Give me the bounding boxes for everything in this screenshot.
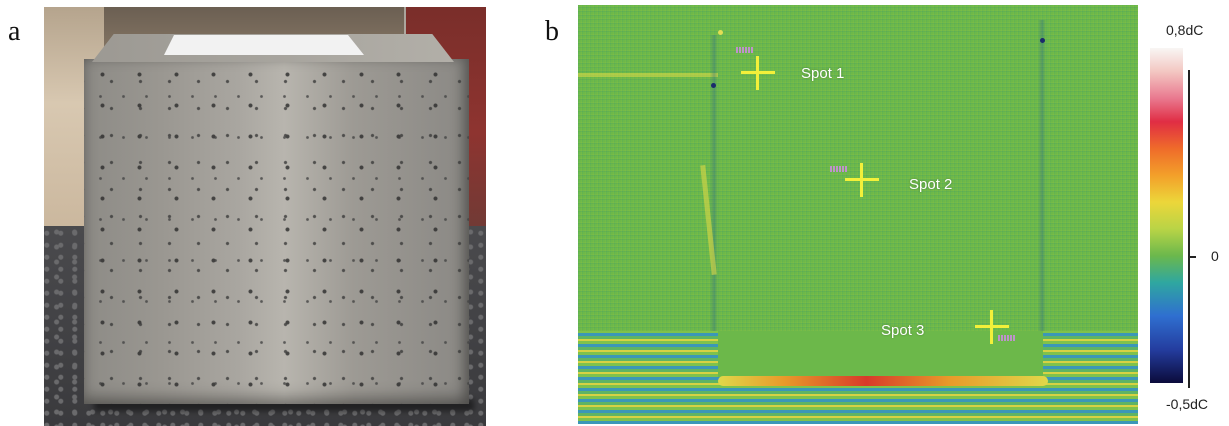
thermal-hot-line (718, 376, 1048, 386)
spot-label-1: Spot 1 (801, 65, 845, 82)
thermal-dark-dot (1040, 38, 1045, 43)
cube-surface-pores (84, 59, 469, 404)
thermal-dark-dot (711, 83, 716, 88)
spot-tag-3 (998, 335, 1016, 341)
panel-letter-b: b (545, 16, 559, 47)
thermal-cube-edge-right (1038, 20, 1046, 390)
color-scale-min-label: -0,5dC (1166, 396, 1209, 412)
thermal-cube-edge-left (710, 35, 718, 390)
spot-label-2: Spot 2 (909, 176, 953, 193)
concrete-cube-photo (44, 7, 486, 426)
crosshair-icon (975, 310, 1009, 344)
spot-label-3: Spot 3 (881, 322, 925, 339)
temperature-color-scale (1150, 48, 1183, 383)
panel-letter-a: a (8, 16, 21, 47)
thermal-cube-bottom (718, 331, 1043, 377)
spot-tag-1 (736, 47, 754, 53)
color-scale-range-bar (1188, 70, 1190, 388)
color-scale-zero-tick (1190, 256, 1196, 258)
concrete-cube (84, 34, 469, 404)
crosshair-icon (741, 56, 775, 90)
cube-top-cap (164, 35, 364, 55)
thermal-top-line (578, 73, 718, 77)
spot-tag-2 (830, 166, 848, 172)
thermal-bright-dot (718, 30, 723, 35)
color-scale-zero-label: 0 (1211, 248, 1219, 264)
color-scale-max-label: 0,8dC (1166, 22, 1204, 38)
crosshair-icon (845, 163, 879, 197)
thermal-image: Spot 1 Spot 2 Spot 3 (578, 5, 1138, 424)
